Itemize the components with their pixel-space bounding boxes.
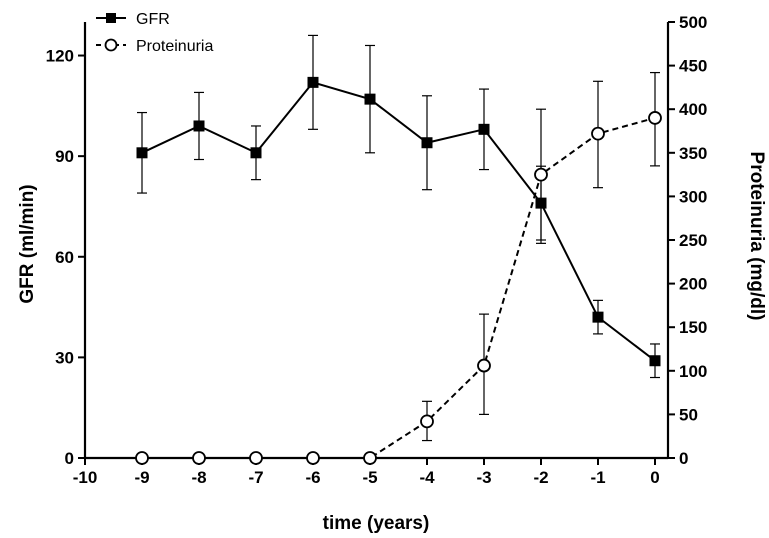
y-left-tick-label: 30 <box>55 348 74 367</box>
markers <box>135 76 662 465</box>
legend-proteinuria-label: Proteinuria <box>136 38 213 55</box>
proteinuria-point <box>648 111 662 125</box>
y-axis-right-title: Proteinuria (mg/dl) <box>746 152 767 321</box>
x-tick-label: -3 <box>476 468 491 487</box>
x-tick-label: -8 <box>191 468 206 487</box>
y-right-ticks: 0 50 100 150 200 250 300 350 400 450 500 <box>668 13 707 468</box>
gfr-point <box>364 93 376 105</box>
y-right-tick-label: 150 <box>679 318 707 337</box>
y-right-tick-label: 350 <box>679 144 707 163</box>
legend-item-proteinuria: Proteinuria <box>96 38 213 55</box>
error-bars <box>137 34 660 442</box>
proteinuria-point <box>591 126 605 141</box>
gfr-point <box>250 147 262 159</box>
y-left-tick-label: 90 <box>55 147 74 166</box>
x-tick-label: -1 <box>590 468 605 487</box>
gfr-point <box>136 147 148 159</box>
x-tick-label: -10 <box>73 468 98 487</box>
x-tick-label: -2 <box>533 468 548 487</box>
series-lines <box>141 81 656 459</box>
y-left-ticks: 0 30 60 90 120 <box>46 47 85 468</box>
y-right-tick-label: 450 <box>679 57 707 76</box>
x-tick-label: -9 <box>134 468 149 487</box>
legend: GFR Proteinuria <box>96 11 213 55</box>
legend-gfr-marker <box>106 13 116 23</box>
gfr-line <box>141 81 656 362</box>
x-tick-label: -6 <box>305 468 320 487</box>
proteinuria-point <box>135 451 149 465</box>
y-right-tick-label: 250 <box>679 231 707 250</box>
x-ticks: -10 -9 -8 -7 -6 -5 -4 -3 -2 -1 0 <box>73 458 660 487</box>
proteinuria-line <box>142 116 656 459</box>
legend-item-gfr: GFR <box>96 11 170 28</box>
y-right-tick-label: 400 <box>679 100 707 119</box>
y-right-tick-label: 50 <box>679 405 698 424</box>
x-tick-label: -4 <box>419 468 435 487</box>
y-left-tick-label: 120 <box>46 47 74 66</box>
proteinuria-point <box>420 414 434 429</box>
proteinuria-point <box>477 358 491 373</box>
proteinuria-point <box>249 451 263 465</box>
y-axis-left-title: GFR (ml/min) <box>17 184 38 303</box>
gfr-point <box>478 123 490 135</box>
gfr-point <box>193 120 205 132</box>
legend-gfr-label: GFR <box>136 11 170 28</box>
proteinuria-point <box>534 167 548 182</box>
x-tick-label: -5 <box>362 468 377 487</box>
y-right-tick-label: 500 <box>679 13 707 32</box>
gfr-point <box>535 197 547 209</box>
proteinuria-point <box>306 451 320 465</box>
x-tick-label: 0 <box>650 468 659 487</box>
y-left-tick-label: 60 <box>55 248 74 267</box>
legend-proteinuria-marker <box>104 38 118 52</box>
y-right-tick-label: 300 <box>679 187 707 206</box>
proteinuria-point <box>192 451 206 465</box>
gfr-point <box>592 311 604 323</box>
y-right-tick-label: 200 <box>679 275 707 294</box>
y-left-tick-label: 0 <box>65 449 74 468</box>
proteinuria-point <box>363 451 377 465</box>
y-right-tick-label: 0 <box>679 449 688 468</box>
y-right-tick-label: 100 <box>679 362 707 381</box>
gfr-point <box>421 137 433 149</box>
axes <box>83 22 670 460</box>
gfr-point <box>649 355 661 367</box>
gfr-point <box>307 76 319 88</box>
x-axis-title: time (years) <box>323 513 430 534</box>
x-tick-label: -7 <box>248 468 263 487</box>
